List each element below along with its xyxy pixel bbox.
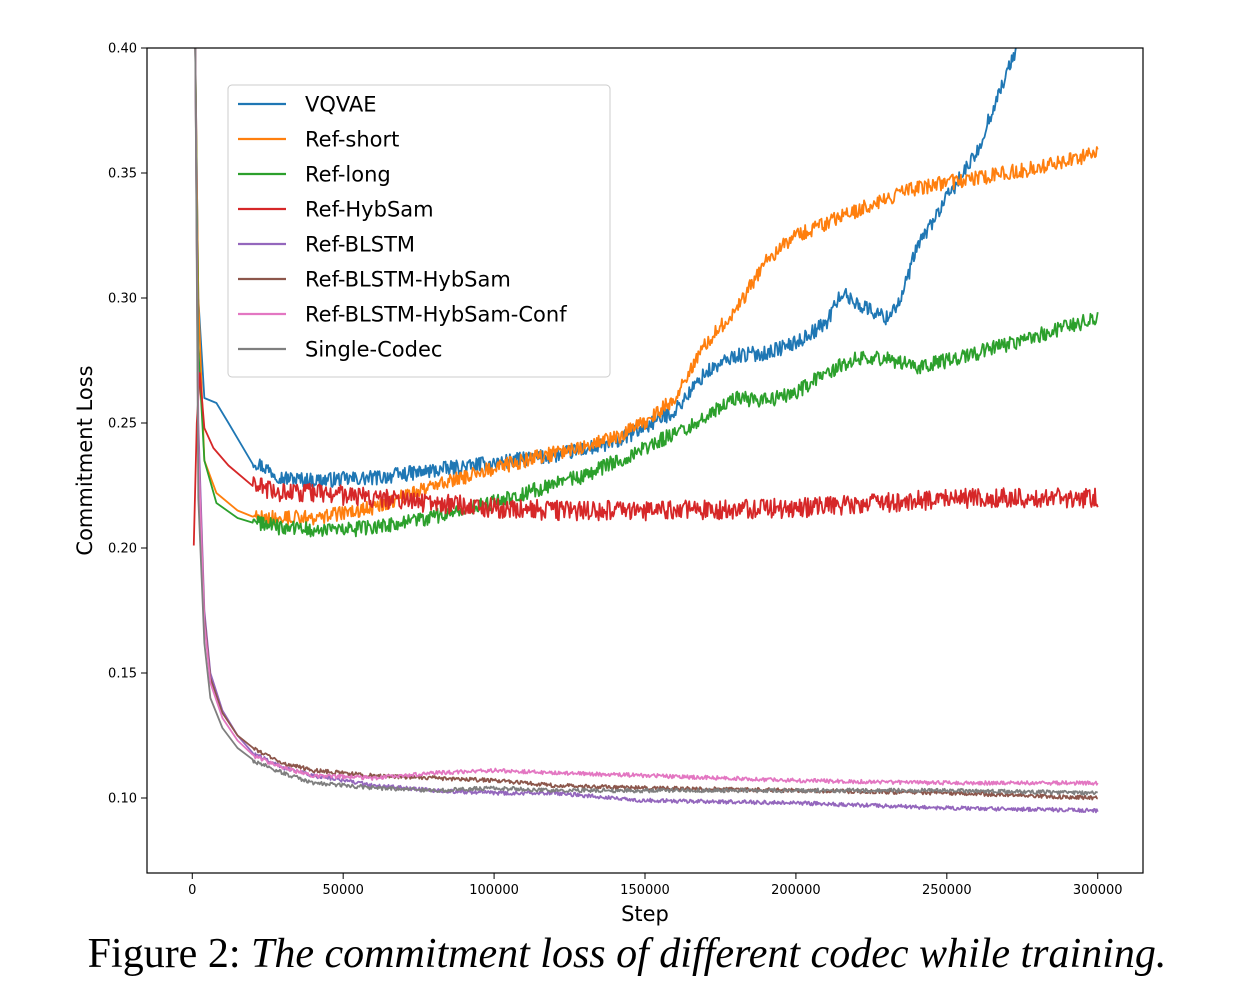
x-tick-label: 150000 [620, 883, 670, 898]
x-tick-label: 50000 [323, 883, 364, 898]
series-line-ref-blstm [194, 48, 1099, 814]
legend-label-ref-long: Ref-long [305, 163, 391, 187]
legend-label-single-codec: Single-Codec [305, 338, 442, 362]
series-line-single-codec [194, 48, 1098, 796]
x-tick-label: 100000 [469, 883, 519, 898]
legend-label-ref-blstm-hybsam-conf: Ref-BLSTM-HybSam-Conf [305, 303, 567, 327]
commitment-loss-chart: 0 50000 100000 150000 200000 250000 300000 0.1… [73, 42, 1144, 926]
series-line-ref-long [194, 48, 1099, 538]
caption-prefix: Figure 2: [87, 931, 251, 977]
legend-label-ref-blstm: Ref-BLSTM [305, 233, 415, 257]
legend-label-ref-hybsam: Ref-HybSam [305, 198, 434, 222]
legend-box [227, 84, 611, 378]
legend: VQVAE Ref-short Ref-long Ref-HybSam Ref-BLST… [227, 84, 611, 378]
x-tick-label: 250000 [922, 883, 972, 898]
caption-text: The commitment loss of different codec w… [251, 931, 1167, 977]
y-tick-label: 0.35 [108, 167, 137, 182]
y-tick-label: 0.25 [108, 417, 137, 432]
y-tick-label: 0.15 [108, 667, 137, 682]
x-tick-label: 200000 [771, 883, 821, 898]
y-tick-label: 0.30 [108, 292, 137, 307]
figure-caption: Figure 2: The commitment loss of differe… [0, 930, 1254, 978]
y-tick-label: 0.10 [108, 792, 137, 807]
y-axis-label: Commitment Loss [73, 365, 97, 555]
y-tick-label: 0.20 [108, 542, 137, 557]
legend-label-ref-short: Ref-short [305, 128, 399, 152]
series-layer [192, 48, 1099, 814]
series-line-ref-hybsam [192, 372, 1099, 546]
x-tick-label: 0 [188, 883, 196, 898]
x-axis-label: Step [621, 902, 669, 926]
series-line-ref-blstm-hybsam-conf [194, 48, 1099, 786]
x-axis-ticks: 0 50000 100000 150000 200000 250000 300000 [188, 873, 1123, 898]
legend-label-ref-blstm-hybsam: Ref-BLSTM-HybSam [305, 268, 511, 292]
y-tick-label: 0.40 [108, 42, 137, 57]
y-axis-ticks: 0.10 0.15 0.20 0.25 0.30 0.35 0.40 [108, 42, 147, 807]
x-tick-label: 300000 [1073, 883, 1123, 898]
legend-label-vqvae: VQVAE [305, 93, 377, 117]
